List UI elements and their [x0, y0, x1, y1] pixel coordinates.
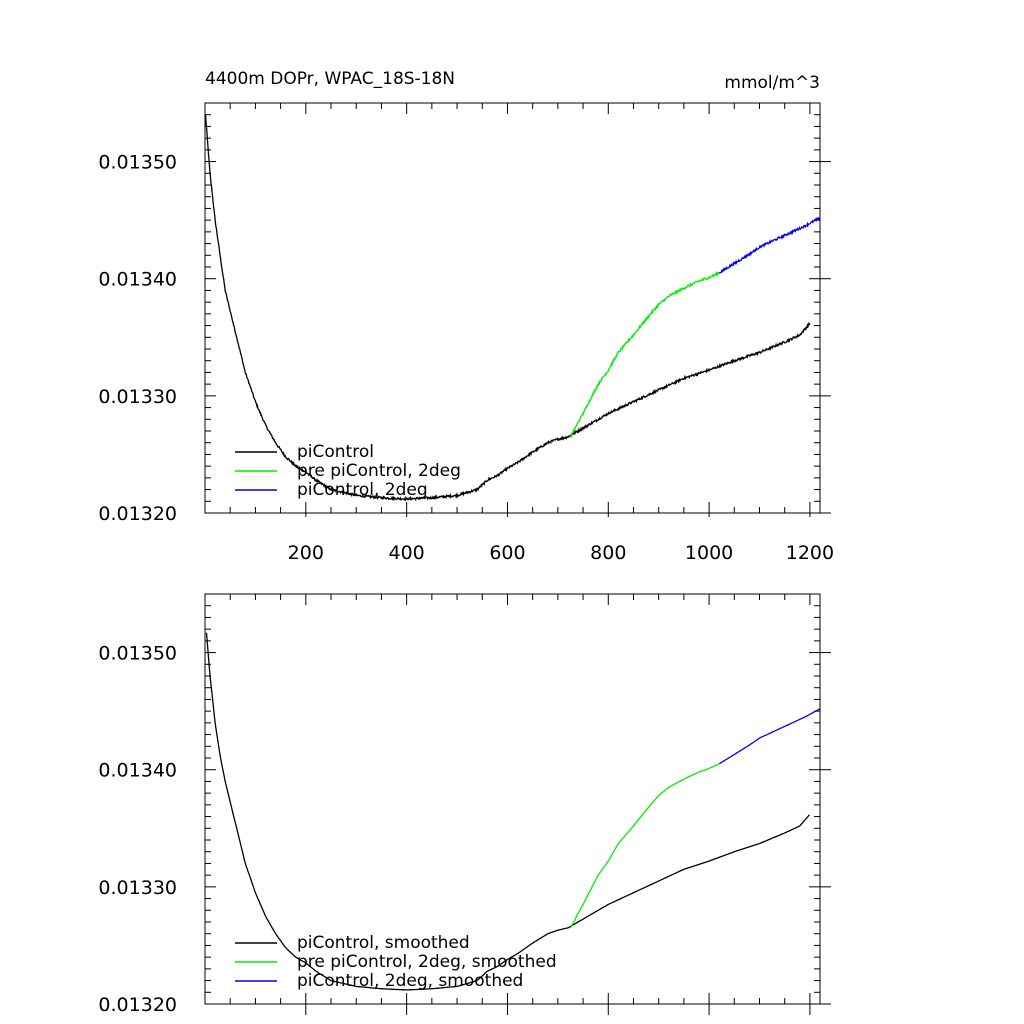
- y-tick-label: 0.01320: [98, 994, 177, 1016]
- series-line: [204, 114, 811, 502]
- y-tick-label: 0.01350: [98, 152, 177, 174]
- series-line: [569, 763, 719, 929]
- legend-label: piControl: [297, 442, 374, 462]
- series-line: [570, 270, 720, 438]
- y-tick-label: 0.01340: [98, 760, 177, 782]
- top-panel-ticks: 200 400 600 800 1000 1200 0.01320 0.01330 0.0134…: [98, 102, 834, 564]
- x-tick-label: 800: [590, 542, 626, 564]
- top-panel: 4400m DOPr, WPAC_18S-18N mmol/m^3 200 400…: [98, 69, 834, 564]
- legend-label: piControl, 2deg, smoothed: [297, 971, 523, 991]
- x-tick-label: 1000: [685, 542, 733, 564]
- top-panel-frame: [204, 102, 821, 514]
- units-label: mmol/m^3: [724, 73, 820, 93]
- x-tick-label: 200: [288, 542, 324, 564]
- y-tick-label: 0.01340: [98, 269, 177, 291]
- bottom-panel-ticks: 0.01320 0.01330 0.01340 0.01350: [98, 593, 831, 1016]
- series-line: [718, 708, 821, 765]
- legend-label: piControl, 2deg: [297, 480, 428, 500]
- legend-label: piControl, smoothed: [297, 933, 470, 953]
- y-tick-label: 0.01350: [98, 643, 177, 665]
- bottom-panel-series: [205, 632, 821, 991]
- bottom-panel: 0.01320 0.01330 0.01340 0.01350 piControl, …: [98, 593, 831, 1016]
- top-panel-series: [204, 114, 821, 502]
- legend-label: pre piControl, 2deg, smoothed: [297, 952, 557, 972]
- y-tick-label: 0.01320: [98, 503, 177, 525]
- x-tick-label: 1200: [786, 542, 834, 564]
- x-tick-label: 400: [389, 542, 425, 564]
- y-tick-label: 0.01330: [98, 386, 177, 408]
- chart-title: 4400m DOPr, WPAC_18S-18N: [205, 69, 455, 89]
- y-tick-label: 0.01330: [98, 877, 177, 899]
- x-tick-label: 600: [489, 542, 525, 564]
- series-line: [718, 216, 821, 274]
- bottom-panel-frame: [204, 593, 821, 1005]
- series-line: [205, 632, 810, 991]
- legend-label: pre piControl, 2deg: [297, 461, 461, 481]
